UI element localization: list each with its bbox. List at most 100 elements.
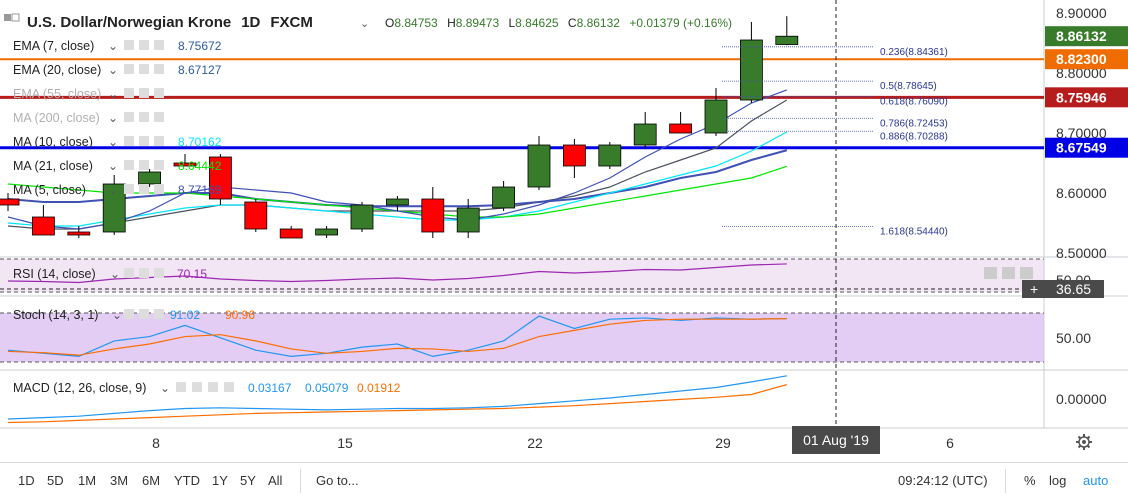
range-button[interactable]: 1Y <box>212 473 228 488</box>
indicator-legend-row[interactable]: MA (200, close) ⌄ <box>13 111 164 125</box>
chevron-down-icon[interactable]: ⌄ <box>108 87 118 101</box>
maximize-icon[interactable] <box>11 13 20 22</box>
candle[interactable] <box>669 112 692 134</box>
macd-legend[interactable]: MACD (12, 26, close, 9) ⌄ 0.03167 0.0507… <box>13 381 401 395</box>
x-axis: 8 15 22 29 01 Aug '19 6 <box>152 426 954 454</box>
range-button[interactable]: 1D <box>18 473 35 488</box>
indicator-name: MA (10, close) <box>13 135 93 149</box>
macd-signal-line <box>7 384 787 424</box>
candle[interactable] <box>102 175 126 235</box>
candle[interactable] <box>563 139 586 178</box>
candle[interactable] <box>492 181 516 211</box>
candle[interactable] <box>775 16 799 46</box>
rsi-legend[interactable]: RSI (14, close) ⌄ 70.15 <box>13 267 1033 281</box>
candle[interactable] <box>208 154 232 205</box>
indicator-legend-row[interactable]: MA (5, close) ⌄ 8.77169 <box>13 183 222 197</box>
candle[interactable] <box>315 226 339 238</box>
candle[interactable] <box>67 226 91 238</box>
chevron-down-icon[interactable]: ⌄ <box>108 135 118 149</box>
candle[interactable] <box>32 205 55 236</box>
indicator-control-icon[interactable] <box>124 160 134 170</box>
range-button[interactable]: All <box>268 473 283 488</box>
indicator-legend-row[interactable]: MA (10, close) ⌄ 8.70162 <box>13 135 222 149</box>
range-button[interactable]: 1M <box>78 473 97 488</box>
indicator-control-icon[interactable] <box>139 64 149 74</box>
chevron-down-icon[interactable]: ⌄ <box>108 39 118 53</box>
indicator-control-icon[interactable] <box>124 88 134 98</box>
goto-button[interactable]: Go to... <box>316 473 359 488</box>
indicator-control-icon[interactable] <box>154 136 164 146</box>
range-button[interactable]: 3M <box>110 473 129 488</box>
stoch-d-value: 90.96 <box>225 308 255 322</box>
indicator-control-icon[interactable] <box>139 40 149 50</box>
indicator-control-icon[interactable] <box>124 112 134 122</box>
candle[interactable] <box>527 136 551 190</box>
candle[interactable] <box>456 199 480 238</box>
candle-body <box>527 144 551 188</box>
chevron-down-icon[interactable]: ⌄ <box>108 111 118 125</box>
fib-level-label: 0.886(8.70288) <box>880 131 948 142</box>
range-button[interactable]: YTD <box>174 473 200 488</box>
candle[interactable] <box>138 169 162 187</box>
candle[interactable] <box>421 187 445 238</box>
log-toggle[interactable]: log <box>1049 473 1067 488</box>
chevron-down-icon[interactable]: ⌄ <box>108 159 118 173</box>
scroll-down-icon[interactable] <box>1002 267 1015 279</box>
source: FXCM <box>270 14 313 31</box>
auto-toggle[interactable]: auto <box>1083 473 1109 488</box>
indicator-legend-row[interactable]: EMA (20, close) ⌄ 8.67127 <box>13 63 222 77</box>
chevron-down-icon[interactable]: ⌄ <box>108 63 118 77</box>
indicator-control-icon[interactable] <box>154 184 164 194</box>
candle[interactable] <box>633 112 657 148</box>
indicator-control-icon[interactable] <box>154 64 164 74</box>
chart-area[interactable]: 0.236(8.84361) 0.5(8.78645) 0.618(8.76090)… <box>0 0 1128 462</box>
ma-line <box>7 131 788 227</box>
clock-time[interactable]: 09:24:12 (UTC) <box>898 473 988 488</box>
chevron-down-icon[interactable]: ⌄ <box>108 183 118 197</box>
indicator-control-icon[interactable] <box>154 88 164 98</box>
candle[interactable] <box>244 199 268 232</box>
scroll-up-icon[interactable] <box>984 267 997 279</box>
candle-body <box>173 162 197 167</box>
indicator-value: 8.64442 <box>178 159 222 173</box>
indicator-control-icon[interactable] <box>124 184 134 194</box>
range-button[interactable]: 6M <box>142 473 161 488</box>
indicator-control-icon[interactable] <box>124 64 134 74</box>
range-button[interactable]: 5D <box>47 473 64 488</box>
stoch-band <box>0 313 1044 362</box>
indicator-legend-row[interactable]: MA (21, close) ⌄ 8.64442 <box>13 159 222 173</box>
indicator-control-icon[interactable] <box>139 88 149 98</box>
indicator-control-icon[interactable] <box>139 184 149 194</box>
symbol-header[interactable]: U.S. Dollar/Norwegian Krone 1D FXCM ⌄ O8.8… <box>4 13 732 31</box>
price-tick: 8.50000 <box>1056 245 1107 261</box>
indicator-control-icon[interactable] <box>124 40 134 50</box>
indicator-legend-row[interactable]: EMA (7, close) ⌄ 8.75672 <box>13 39 222 53</box>
bottom-toolbar: 1D 5D 1M 3M 6M YTD 1Y 5Y All Go to... 09… <box>0 462 1128 500</box>
gear-icon[interactable] <box>1076 434 1092 450</box>
range-button[interactable]: 5Y <box>240 473 256 488</box>
collapse-icon[interactable] <box>4 14 11 21</box>
indicator-control-icon[interactable] <box>154 112 164 122</box>
indicator-control-icon[interactable] <box>139 136 149 146</box>
candle-body <box>350 204 374 230</box>
stoch-legend[interactable]: Stoch (14, 3, 1) ⌄ 91.02 90.96 <box>13 308 255 322</box>
candle[interactable] <box>0 193 20 211</box>
indicator-control-icon[interactable] <box>139 112 149 122</box>
indicator-control-icon[interactable] <box>154 160 164 170</box>
candle[interactable] <box>350 202 374 232</box>
candle[interactable] <box>173 154 197 167</box>
candle[interactable] <box>385 196 409 211</box>
candle[interactable] <box>740 22 763 103</box>
rsi-name: RSI (14, close) <box>13 267 96 281</box>
candle[interactable] <box>279 226 303 239</box>
percent-toggle[interactable]: % <box>1024 473 1036 488</box>
candle[interactable] <box>704 88 728 136</box>
chevron-down-icon[interactable]: ⌄ <box>360 18 369 30</box>
indicator-control-icon[interactable] <box>154 40 164 50</box>
close-pane-icon[interactable] <box>1020 267 1033 279</box>
indicator-control-icon[interactable] <box>139 160 149 170</box>
indicator-legend-row[interactable]: EMA (55, close) ⌄ <box>13 87 164 101</box>
price-badge <box>1045 26 1128 47</box>
indicator-control-icon[interactable] <box>124 136 134 146</box>
candle[interactable] <box>598 142 622 169</box>
